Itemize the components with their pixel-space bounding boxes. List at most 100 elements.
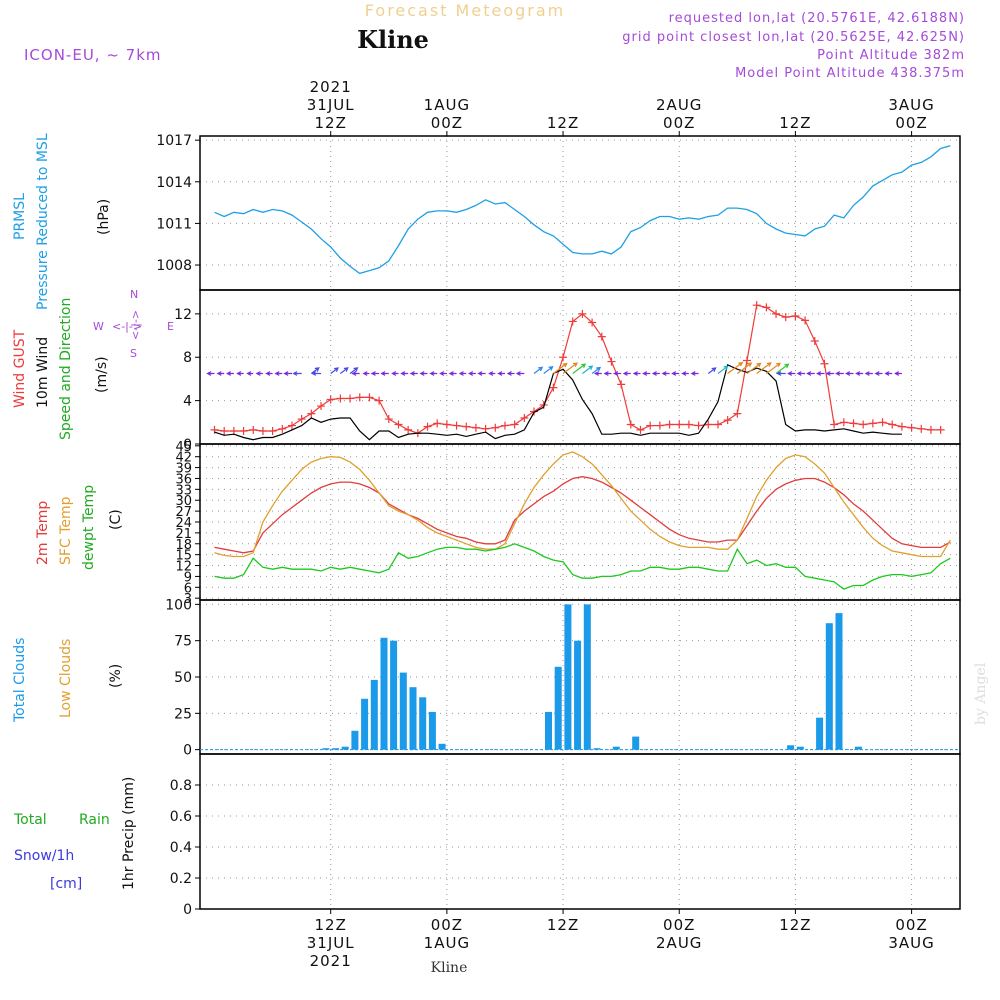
wind-gust-point: [549, 383, 558, 392]
cloud-labels: Total Clouds Low Clouds (%): [12, 638, 124, 723]
temperature-ytick-label-11: 36: [175, 472, 192, 487]
compass-w: W: [93, 320, 104, 333]
compass-ns-arrow: <-|->: [129, 310, 142, 340]
wind-gust-point: [888, 420, 897, 429]
top-time-tick-label: 1AUG: [424, 96, 470, 114]
cloud-total-bar: [787, 745, 795, 750]
cloud-total-bar: [835, 613, 843, 750]
wind-gust-point: [675, 420, 684, 429]
wind-gust-point: [326, 395, 335, 404]
wind-direction-arrow: [884, 371, 893, 376]
wind-gust-point: [597, 332, 606, 341]
pressure-panel-frame: [199, 135, 961, 291]
wind-direction-arrow: [488, 371, 496, 376]
wind-gust-point: [462, 422, 471, 431]
wind-direction-arrow: [543, 366, 554, 374]
pressure-labels: PRMSL Pressure Reduced to MSL (hPa): [12, 133, 112, 310]
temperature-ytick-label-8: 27: [175, 505, 192, 520]
wind-direction-arrow: [283, 371, 292, 376]
cloud-total-bar: [419, 697, 427, 750]
wind-direction-arrow: [330, 367, 339, 374]
top-time-tick-label: 3AUG: [888, 96, 934, 114]
wind-gust-point: [268, 426, 277, 435]
wind-gust-point: [520, 413, 529, 422]
cloud-total-bar: [564, 604, 572, 750]
top-time-tick-label: 00Z: [895, 114, 927, 132]
wind-gust-point: [859, 420, 868, 429]
temp-sfc-label: SFC Temp: [58, 496, 74, 565]
clouds-ytick-label-0: 0: [183, 743, 192, 759]
wind-direction-arrow: [265, 371, 273, 376]
wind-gust-point: [559, 353, 568, 362]
wind-10m-series-line: [214, 363, 902, 441]
wind-direction-arrow: [448, 371, 457, 376]
wind-gust-point: [810, 336, 819, 345]
wind-direction-arrow: [591, 366, 602, 374]
wind-10m-label: 10m Wind: [35, 337, 51, 408]
wind-gust-point: [743, 356, 752, 365]
precip-ytick-label-4: 0.8: [170, 778, 192, 794]
wind-gust-point: [384, 415, 393, 424]
wind-gust-point: [704, 420, 713, 429]
wind-direction-arrow: [311, 371, 321, 376]
wind-gust-point: [500, 421, 509, 430]
wind-gust-point: [239, 426, 248, 435]
wind-direction-arrow: [216, 371, 225, 376]
cloud-total-bar: [341, 746, 349, 750]
wind-gust-point: [317, 402, 326, 411]
wind-direction-arrow: [717, 365, 729, 374]
precip-rain-label: Rain: [79, 812, 110, 828]
cloud-total-bar: [593, 748, 601, 750]
model-label: ICON-EU, ~ 7km: [24, 46, 162, 64]
wind-gust-point: [878, 418, 887, 427]
temperature-ytick-label-7: 24: [175, 516, 192, 531]
precip-ytick-label-2: 0.4: [170, 840, 192, 856]
wind-gust-point: [636, 425, 645, 434]
wind-direction-arrow: [439, 371, 447, 376]
wind-gust-point: [568, 317, 577, 326]
super-title: Forecast Meteogram: [365, 1, 565, 20]
wind-direction-arrow: [622, 371, 631, 376]
temperature-ytick-label-10: 33: [175, 483, 192, 498]
requested-coords: requested lon,lat (20.5761E, 42.6188N): [669, 11, 965, 26]
wind-gust-point: [626, 420, 635, 429]
wind-gust-point: [820, 359, 829, 368]
precip-total-label: Total: [13, 812, 47, 828]
wind-ytick-label-3: 12: [174, 307, 192, 323]
wind-direction-arrow: [419, 371, 428, 376]
temperature-ytick-label-9: 30: [175, 494, 192, 509]
wind-direction-arrow: [274, 371, 283, 376]
wind-direction-arrow: [458, 371, 467, 376]
wind-gust-point: [297, 415, 306, 424]
wind-direction-arrow: [553, 362, 568, 374]
point-altitude: Point Altitude 382m: [817, 48, 965, 63]
wind-gust-point: [578, 309, 587, 318]
cloud-total-bar: [332, 748, 340, 750]
temperature-ytick-label-14: 45: [175, 440, 192, 455]
wind-gust-point: [375, 396, 384, 405]
wind-gust-point: [355, 393, 364, 402]
temperature-ytick-label-5: 18: [175, 538, 192, 553]
wind-direction-arrow: [497, 371, 505, 376]
wind-gust-point: [471, 423, 480, 432]
temperature-ytick-label-4: 15: [175, 549, 192, 564]
wind-direction-arrow: [787, 371, 796, 376]
pressure-label-long: Pressure Reduced to MSL: [35, 133, 51, 310]
bottom-time-tick-label: 2AUG: [656, 934, 702, 952]
wind-gust-point: [762, 303, 771, 312]
wind-direction-arrow: [816, 371, 825, 376]
wind-gust-point: [249, 425, 258, 434]
top-time-tick-label: 00Z: [431, 114, 463, 132]
wind-direction-arrow: [651, 371, 660, 376]
wind-gust-point: [617, 380, 626, 389]
wind-gust-point: [646, 421, 655, 430]
wind-direction-arrow: [226, 371, 234, 376]
wind-gust-point: [781, 313, 790, 322]
wind-gust-point: [510, 420, 519, 429]
pressure-ytick-label-2: 1014: [156, 175, 192, 191]
wind-direction-arrow: [515, 371, 525, 376]
wind-gust-point: [849, 419, 858, 428]
wind-direction-arrow: [236, 371, 244, 376]
wind-direction-arrow: [255, 371, 263, 376]
clouds-ytick-label-2: 50: [174, 670, 192, 686]
